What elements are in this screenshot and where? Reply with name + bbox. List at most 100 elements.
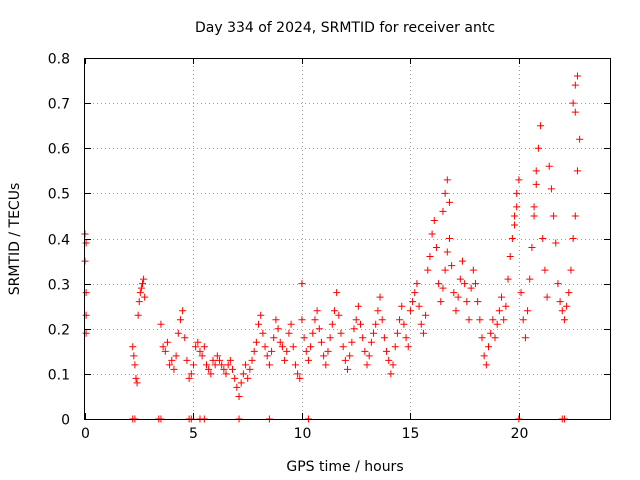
data-point: [82, 311, 90, 319]
data-point: [537, 122, 545, 130]
data-point: [435, 280, 443, 288]
data-point: [250, 347, 258, 355]
data-point: [445, 198, 453, 206]
data-point: [404, 343, 412, 351]
data-point: [298, 316, 306, 324]
x-tick-label: 5: [189, 426, 198, 442]
y-axis-label: SRMTID / TECUs: [7, 183, 23, 296]
data-point: [502, 302, 510, 310]
data-point: [265, 361, 273, 369]
data-point: [287, 320, 295, 328]
data-point: [82, 239, 90, 247]
data-point: [554, 280, 562, 288]
y-tick-labels: 0 0.1 0.2 0.3 0.4 0.5 0.6 0.7 0.8: [48, 52, 70, 429]
data-point: [296, 374, 304, 382]
data-point: [526, 275, 534, 283]
data-point: [134, 311, 142, 319]
data-point: [385, 356, 393, 364]
data-point: [202, 361, 210, 369]
chart-title: Day 334 of 2024, SRMTID for receiver ant…: [195, 20, 495, 36]
data-point: [498, 293, 506, 301]
data-point: [259, 329, 267, 337]
data-point: [419, 329, 427, 337]
data-point: [489, 316, 497, 324]
data-point: [313, 307, 321, 315]
data-point: [194, 338, 202, 346]
data-point: [441, 266, 449, 274]
data-point: [365, 352, 373, 360]
data-point: [207, 370, 215, 378]
data-point: [560, 316, 568, 324]
data-point: [383, 347, 391, 355]
data-point: [315, 325, 323, 333]
data-point: [378, 316, 386, 324]
data-point: [413, 280, 421, 288]
data-point: [226, 356, 234, 364]
data-point: [517, 289, 525, 297]
data-point: [521, 334, 529, 342]
data-point: [309, 329, 317, 337]
data-point: [576, 135, 584, 143]
data-point: [261, 343, 269, 351]
data-point: [573, 167, 581, 175]
data-point: [255, 320, 263, 328]
data-point: [445, 235, 453, 242]
data-point: [508, 235, 516, 242]
data-point: [344, 365, 351, 373]
data-point: [443, 248, 451, 256]
data-point: [233, 383, 241, 391]
y-tick-label: 0.7: [48, 97, 70, 113]
data-point: [430, 216, 438, 224]
data-point: [491, 334, 499, 342]
data-point: [458, 257, 466, 265]
x-axis-label: GPS time / hours: [286, 459, 403, 475]
data-point: [187, 370, 195, 378]
data-point: [304, 356, 312, 364]
data-point: [380, 334, 388, 342]
data-point: [389, 361, 397, 369]
data-point: [556, 298, 564, 306]
data-point: [573, 72, 581, 80]
y-tick-label: 0: [61, 413, 70, 429]
data-point: [302, 347, 310, 355]
data-point: [317, 338, 325, 346]
data-point: [337, 329, 345, 337]
data-point: [465, 316, 473, 324]
data-point: [350, 325, 358, 333]
data-point: [82, 289, 90, 297]
data-point: [179, 307, 187, 315]
data-point: [396, 316, 404, 324]
data-point: [530, 203, 538, 211]
data-point: [504, 275, 512, 283]
data-point: [500, 316, 508, 324]
data-point: [211, 361, 219, 369]
data-point: [506, 253, 514, 261]
data-point: [402, 334, 410, 342]
data-point: [289, 343, 297, 351]
data-point: [307, 343, 315, 351]
data-point: [480, 352, 488, 360]
data-point: [461, 280, 469, 288]
data-point: [222, 370, 230, 378]
data-point: [374, 307, 382, 315]
data-point: [372, 320, 380, 328]
data-point: [539, 235, 547, 242]
data-point: [189, 361, 197, 369]
data-point: [205, 365, 213, 373]
data-point: [130, 352, 138, 360]
data-point: [244, 374, 252, 382]
data-point: [558, 307, 566, 315]
data-point: [291, 361, 299, 369]
data-point: [231, 374, 239, 382]
data-point: [324, 347, 332, 355]
data-point: [218, 361, 226, 369]
data-point: [463, 298, 471, 306]
data-point: [224, 361, 232, 369]
data-point: [140, 275, 148, 283]
data-point: [333, 289, 341, 297]
data-point: [131, 361, 139, 369]
data-point: [391, 343, 399, 351]
data-point: [252, 338, 260, 346]
data-point: [209, 356, 217, 364]
data-point: [511, 212, 519, 220]
